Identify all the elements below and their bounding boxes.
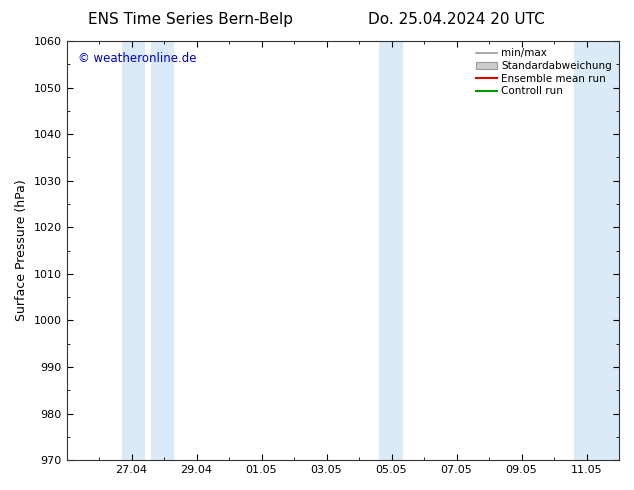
Y-axis label: Surface Pressure (hPa): Surface Pressure (hPa) xyxy=(15,180,28,321)
Legend: min/max, Standardabweichung, Ensemble mean run, Controll run: min/max, Standardabweichung, Ensemble me… xyxy=(474,46,614,98)
Bar xyxy=(151,41,174,460)
Bar xyxy=(122,41,145,460)
Text: ENS Time Series Bern-Belp: ENS Time Series Bern-Belp xyxy=(87,12,293,27)
Text: © weatheronline.de: © weatheronline.de xyxy=(77,51,196,65)
Bar xyxy=(574,41,621,460)
Text: Do. 25.04.2024 20 UTC: Do. 25.04.2024 20 UTC xyxy=(368,12,545,27)
Bar xyxy=(378,41,403,460)
